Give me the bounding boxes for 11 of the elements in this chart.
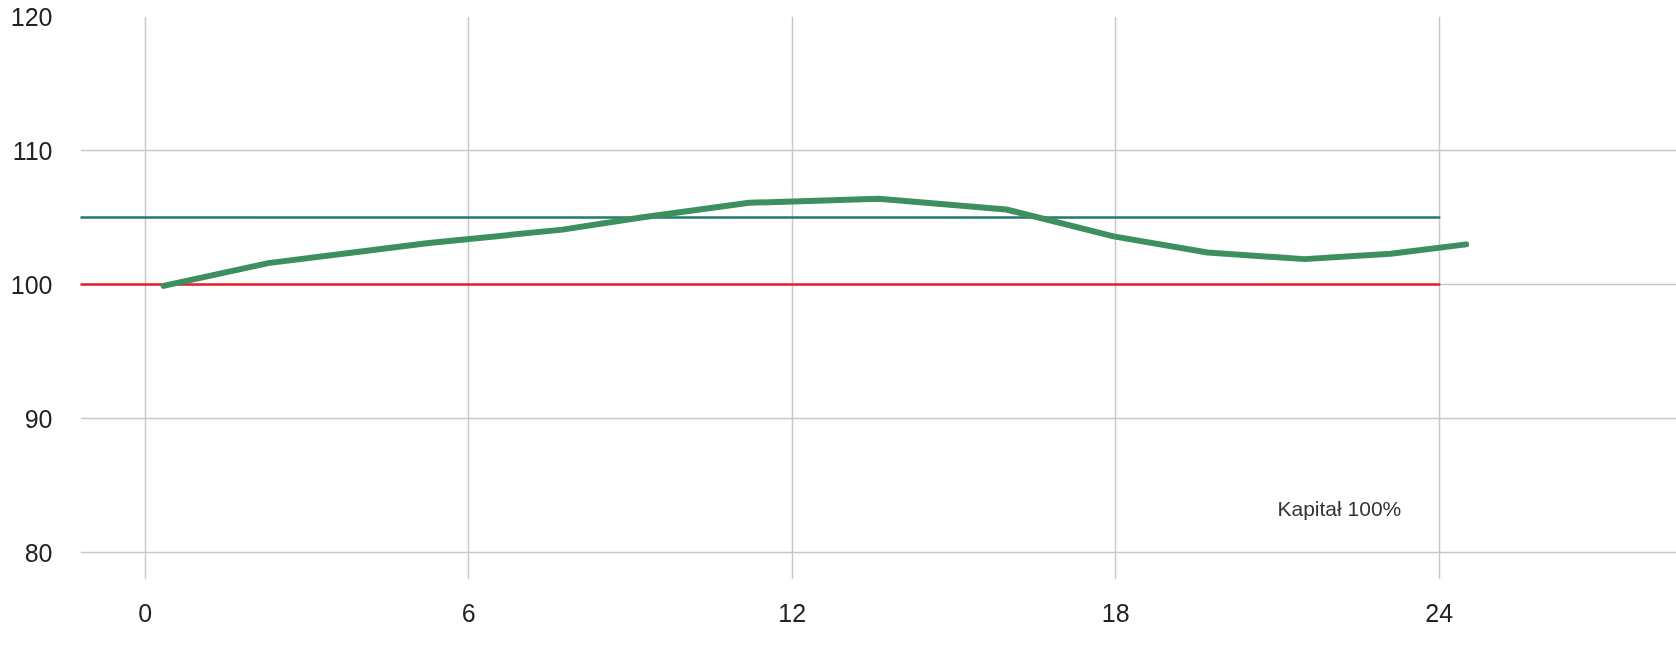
y-tick-label: 120 — [10, 2, 53, 31]
y-tick-label: 100 — [10, 270, 53, 299]
x-tick-label: 12 — [778, 598, 807, 627]
y-tick-label: 110 — [12, 136, 53, 165]
annotation: Kapitał 100% — [1277, 496, 1402, 520]
x-tick-label: 6 — [461, 598, 476, 627]
y-tick-label: 80 — [24, 538, 53, 567]
y-tick-label: 90 — [24, 404, 53, 433]
x-tick-label: 18 — [1101, 598, 1130, 627]
x-tick-label: 0 — [138, 598, 153, 627]
x-tick-label: 24 — [1425, 598, 1454, 627]
